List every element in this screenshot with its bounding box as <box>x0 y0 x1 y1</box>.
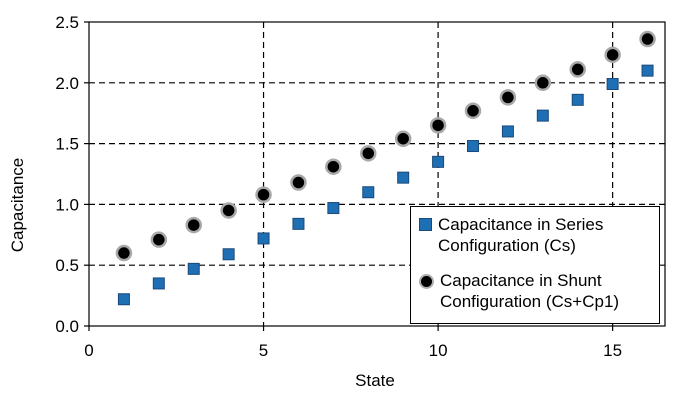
x-tick-label: 5 <box>259 341 268 360</box>
axes <box>84 21 666 331</box>
shunt-point <box>499 89 517 106</box>
x-axis-title: State <box>355 371 395 390</box>
series-point <box>571 93 584 106</box>
series-point <box>641 64 654 77</box>
y-tick-label: 2.0 <box>55 74 79 93</box>
shunt-point <box>255 186 272 203</box>
series-point <box>362 186 375 199</box>
shunt-point <box>464 102 482 120</box>
legend: Capacitance in Series Configuration (Cs)… <box>410 206 660 324</box>
x-tick-label: 0 <box>84 341 93 360</box>
shunt-point <box>534 74 552 92</box>
series-point <box>467 140 479 153</box>
plot-frame <box>88 21 666 327</box>
y-tick-label: 0.0 <box>55 317 79 336</box>
series-point <box>327 202 340 215</box>
shunt-point <box>290 174 307 191</box>
series-point <box>432 155 445 168</box>
shunt-point <box>220 202 237 219</box>
legend-label-series: Capacitance in Series Configuration (Cs) <box>438 215 604 255</box>
series-point <box>257 232 270 245</box>
shunt-point <box>360 145 377 162</box>
y-tick-label: 1.0 <box>55 195 79 214</box>
x-tick-label: 10 <box>429 341 448 360</box>
square-marker-icon <box>419 218 432 231</box>
series-point <box>152 277 165 290</box>
shunt-point <box>394 130 412 147</box>
series-point <box>397 171 410 184</box>
legend-entry-series: Capacitance in Series Configuration (Cs) <box>419 214 653 256</box>
shunt-point <box>185 216 202 234</box>
shunt-point <box>639 30 656 48</box>
data-points <box>115 30 656 306</box>
y-tick-label: 0.5 <box>55 256 79 275</box>
legend-label-shunt: Capacitance in Shunt Configuration (Cs+C… <box>440 271 620 311</box>
y-axis-title: Capacitance <box>8 158 27 253</box>
shunt-point <box>604 46 621 64</box>
series-point <box>606 78 619 91</box>
shunt-point <box>569 61 586 78</box>
series-point <box>501 125 514 138</box>
series-point <box>117 293 130 306</box>
y-tick-label: 2.5 <box>55 13 79 32</box>
shunt-point <box>325 158 342 175</box>
x-tick-label: 15 <box>603 341 622 360</box>
shunt-point <box>115 244 133 262</box>
series-point <box>536 109 549 122</box>
shunt-point <box>150 231 168 248</box>
series-point <box>292 217 305 230</box>
legend-entry-shunt: Capacitance in Shunt Configuration (Cs+C… <box>419 270 655 312</box>
circle-marker-icon <box>419 274 434 289</box>
series-point <box>187 262 200 275</box>
y-tick-label: 1.5 <box>55 135 79 154</box>
shunt-point <box>429 117 447 134</box>
tick-labels: 0.0 0.5 1.0 1.5 2.0 2.5 0 5 10 15 <box>55 13 622 360</box>
series-point <box>222 248 235 261</box>
